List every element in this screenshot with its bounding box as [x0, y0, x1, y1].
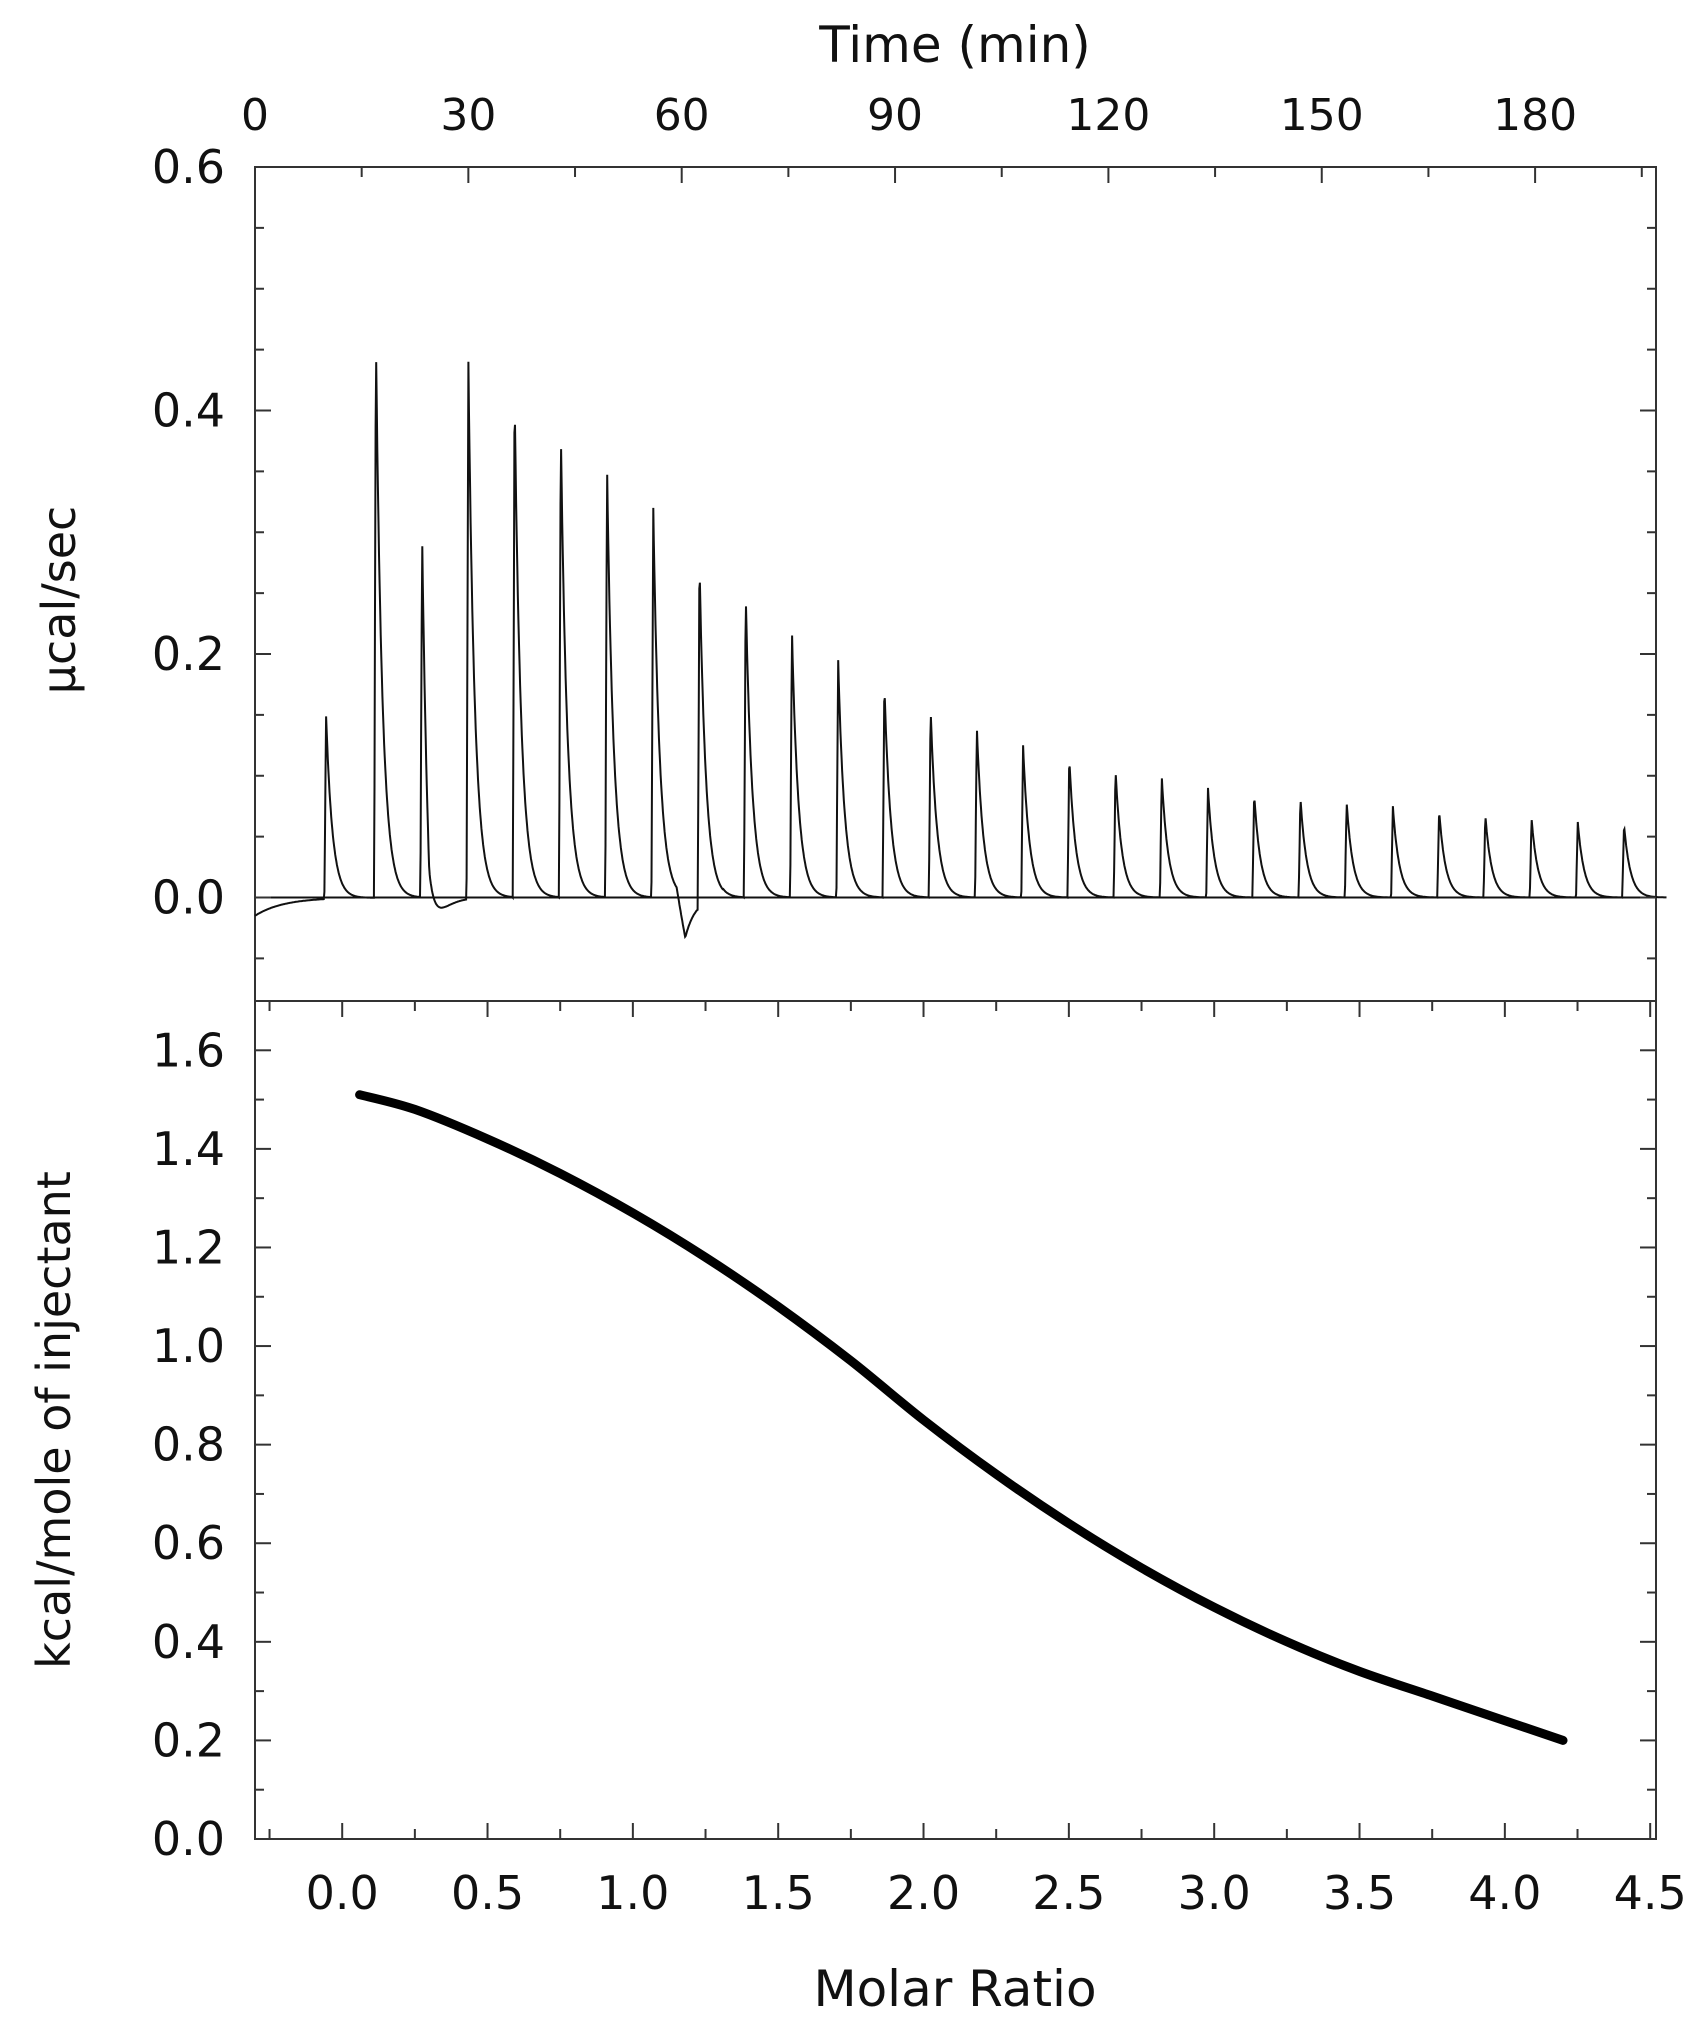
isotherm-x-tick-label: 0.5 [451, 1866, 524, 1920]
isotherm-y-tick-label: 0.4 [152, 1615, 225, 1669]
isotherm-x-tick-label: 1.5 [742, 1866, 815, 1920]
isotherm-ticks: 0.0 0.5 1.0 1.5 2.0 2.5 3.0 3.5 4.0 4.5 0.0 0.2 0.4 0… [152, 1000, 1684, 1920]
isotherm-x-tick-label: 2.0 [887, 1866, 960, 1920]
thermogram-y-tick-label: 0.4 [152, 384, 225, 438]
thermogram-x-tick-label: 150 [1280, 90, 1364, 141]
isotherm-x-tick-label: 0.0 [306, 1866, 379, 1920]
isotherm-y-tick-label: 0.6 [152, 1516, 225, 1570]
thermogram-x-axis-title: Time (min) [818, 16, 1091, 74]
isotherm-x-axis-title: Molar Ratio [813, 1960, 1096, 2018]
isotherm-x-tick-label: 2.5 [1032, 1866, 1105, 1920]
isotherm-plot-frame [254, 1000, 1657, 1840]
thermogram-x-tick-label: 0 [241, 90, 269, 141]
thermogram-x-tick-label: 60 [654, 90, 710, 141]
thermogram-x-tick-label: 120 [1066, 90, 1150, 141]
isotherm-x-tick-label: 3.5 [1323, 1866, 1396, 1920]
isotherm-y-tick-label: 0.0 [152, 1812, 225, 1866]
isotherm-y-tick-label: 0.8 [152, 1418, 225, 1472]
thermogram-y-axis-title: µcal/sec [32, 506, 86, 695]
isotherm-y-tick-label: 1.2 [152, 1220, 225, 1274]
isotherm-y-axis-title: kcal/mole of injectant [27, 1171, 81, 1669]
thermogram-y-tick-label: 0.2 [152, 627, 225, 681]
thermogram-trace [254, 361, 1667, 940]
isotherm-y-tick-label: 1.4 [152, 1122, 225, 1176]
isotherm-fit-curve [355, 1090, 1568, 1745]
thermogram-x-tick-label: 180 [1493, 90, 1577, 141]
isotherm-x-tick-label: 4.0 [1468, 1866, 1541, 1920]
thermogram-x-tick-label: 90 [867, 90, 923, 141]
thermogram-y-tick-label: 0.6 [152, 140, 225, 194]
binding-isotherm-panel: 0.0 0.5 1.0 1.5 2.0 2.5 3.0 3.5 4.0 4.5 0.0 0.2 0.4 0… [27, 1000, 1684, 2018]
isotherm-y-tick-label: 1.0 [152, 1319, 225, 1373]
isotherm-x-tick-label: 3.0 [1178, 1866, 1251, 1920]
isotherm-x-tick-label: 4.5 [1614, 1866, 1684, 1920]
isotherm-y-tick-label: 0.2 [152, 1713, 225, 1767]
thermogram-ticks: 0 30 60 90 120 150 180 0.0 0.2 0.4 0.6 [152, 90, 1656, 960]
thermogram-x-tick-label: 30 [440, 90, 496, 141]
isotherm-y-tick-label: 1.6 [152, 1023, 225, 1077]
thermogram-y-tick-label: 0.0 [152, 871, 225, 925]
isotherm-x-tick-label: 1.0 [596, 1866, 669, 1920]
